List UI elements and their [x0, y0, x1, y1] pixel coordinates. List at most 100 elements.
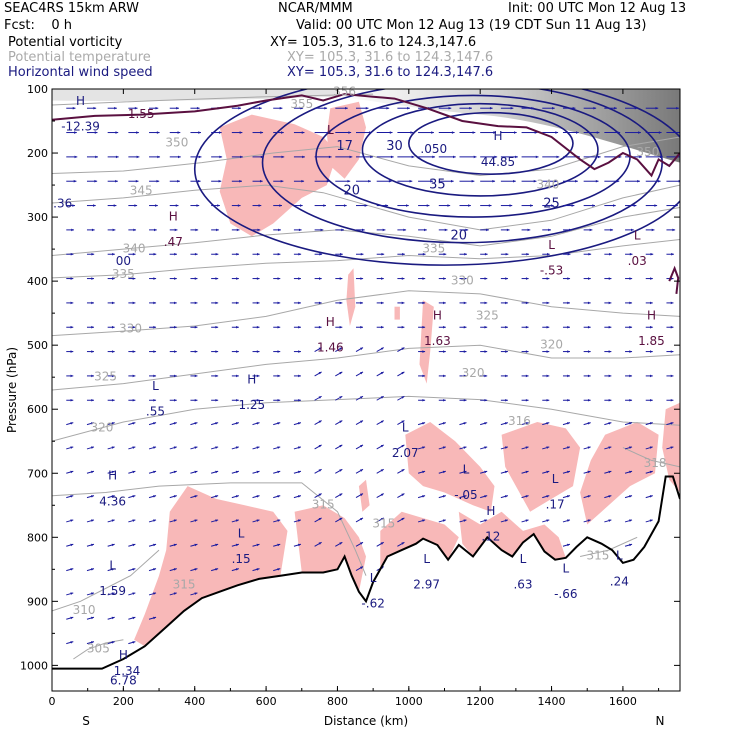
wind-arrow-head — [299, 204, 303, 207]
wind-arrow-head — [494, 155, 498, 159]
theta-label: 305 — [87, 642, 110, 656]
wind-arrow-head — [505, 374, 508, 378]
wind-arrow-head — [194, 252, 198, 256]
wind-arrow-head — [515, 155, 518, 159]
wind-arrow-head — [567, 252, 571, 256]
wind-arrow-head — [339, 301, 343, 305]
wind-arrow-head — [442, 495, 446, 498]
wind-arrow-head — [631, 228, 634, 232]
wind-arrow-head — [236, 398, 239, 402]
wind-arrow-head — [654, 204, 658, 207]
wind-arrow-head — [614, 106, 617, 110]
wind-arrow-head — [360, 566, 364, 570]
extremum-marker: L — [520, 552, 527, 566]
wind-arrow-head — [115, 179, 118, 183]
wind-arrow-head — [364, 204, 368, 207]
pv-contour-line — [668, 265, 680, 295]
wind-speed-contour — [361, 102, 599, 197]
wind-arrow-head — [361, 228, 365, 232]
wind-arrow-head — [318, 301, 322, 305]
theta-label: 345 — [130, 184, 153, 198]
wind-arrow-head — [111, 616, 115, 620]
wind-arrow-head — [381, 277, 384, 280]
wind-arrow-head — [235, 422, 239, 425]
north-end-label: N — [656, 714, 665, 728]
wind-arrow-head — [556, 155, 560, 159]
wind-arrow-head — [174, 374, 177, 378]
wind-arrow-head — [174, 252, 177, 256]
init-time: Init: 00 UTC Mon 12 Aug 13 — [508, 1, 687, 16]
wind-arrow-head — [173, 470, 177, 474]
theta-label: 340 — [123, 241, 146, 255]
valid-time: Valid: 00 UTC Mon 12 Aug 13 (19 CDT Sun … — [296, 18, 647, 33]
pv-shade-region — [501, 422, 581, 512]
theta-label: 320 — [462, 366, 485, 380]
wind-arrow-head — [380, 542, 384, 545]
wind-arrow-head — [442, 470, 446, 474]
pv-shade-region — [134, 486, 288, 647]
wind-arrow-head — [525, 301, 529, 305]
wind-arrow-head — [670, 398, 674, 402]
theta-label: 316 — [508, 414, 531, 428]
wind-arrow-head — [157, 155, 161, 159]
wind-arrow-head — [256, 301, 260, 305]
wind-arrow-head — [567, 470, 570, 474]
wind-arrow-head — [259, 106, 262, 110]
wind-vectors — [66, 106, 680, 645]
wind-arrow-head — [195, 228, 199, 232]
wind-arrow-head — [505, 350, 508, 353]
wind-arrow-head — [277, 519, 281, 522]
wind-arrow-head — [380, 420, 384, 424]
wind-arrow-head — [629, 252, 633, 256]
wind-arrow-head — [236, 252, 240, 256]
pv-shade-region — [458, 511, 566, 560]
wind-arrow-head — [629, 277, 633, 280]
wind-arrow-head — [298, 301, 301, 305]
contour-labels: 350 345 340 335 330 325 320 315 310 305 355 340 335 3… — [53, 84, 666, 687]
wind-speed-label: 17 — [336, 139, 353, 154]
wind-arrow-head — [380, 444, 384, 448]
wind-arrow-head — [132, 252, 136, 256]
field-theta-xy: XY= 105.3, 31.6 to 124.3,147.6 — [287, 50, 494, 65]
pv-shade-region — [358, 479, 370, 512]
extremum-marker: H — [247, 373, 256, 387]
extremum-value: .12 — [481, 530, 500, 544]
wind-arrow-head — [153, 398, 157, 402]
wind-arrow-head — [194, 568, 198, 571]
extremum-marker: L — [238, 526, 245, 540]
extremum-value: 1.25 — [238, 398, 265, 412]
wind-arrow-head — [386, 106, 390, 110]
theta-label: 330 — [119, 321, 142, 335]
wind-arrow-head — [432, 155, 436, 159]
wind-arrow-head — [546, 519, 550, 522]
pv-shade-region — [580, 422, 659, 525]
wind-arrow-head — [339, 542, 343, 545]
wind-arrow-head — [649, 422, 653, 425]
wind-arrow-head — [546, 470, 550, 474]
wind-arrow-head — [629, 398, 633, 402]
wind-arrow-head — [407, 106, 410, 110]
wind-arrow-head — [505, 398, 508, 402]
wind-arrow-head — [422, 495, 426, 498]
wind-arrow-head — [525, 350, 529, 353]
wind-arrow-head — [91, 616, 94, 620]
wind-arrow-head — [94, 131, 98, 134]
wind-arrow-head — [608, 350, 612, 353]
wind-arrow-head — [194, 422, 198, 425]
wind-arrow-head — [132, 543, 136, 547]
wind-arrow-head — [70, 325, 74, 329]
wind-arrow-head — [194, 446, 198, 449]
wind-arrow-head — [360, 396, 364, 399]
pv-shade-region — [405, 422, 495, 512]
wind-arrow-head — [91, 470, 94, 474]
wind-arrow-head — [174, 301, 177, 305]
wind-arrow-head — [70, 568, 74, 571]
extremum-value: .36 — [53, 196, 72, 210]
x-tick-label: 1600 — [609, 695, 637, 708]
wind-arrow-head — [70, 350, 74, 353]
wind-arrow-head — [484, 495, 488, 498]
wind-arrow-head — [259, 179, 263, 183]
wind-arrow-head — [401, 517, 405, 521]
wind-arrow-head — [281, 131, 284, 134]
wind-arrow-head — [650, 398, 653, 402]
